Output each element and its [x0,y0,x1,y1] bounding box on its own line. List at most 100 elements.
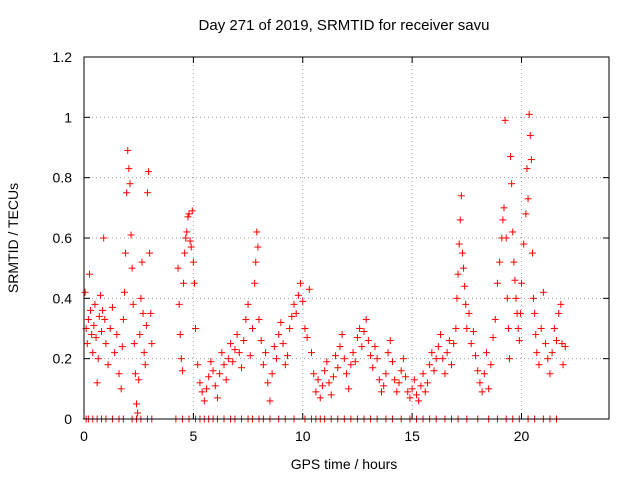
y-tick-label: 0.8 [53,170,73,186]
data-point [268,370,276,378]
data-point [314,376,322,384]
data-point [248,325,256,332]
data-point [257,337,265,345]
data-point [388,358,396,366]
data-point [305,285,313,293]
x-tick-label: 10 [295,428,311,444]
data-point [391,376,399,384]
data-point [126,180,134,188]
data-point [489,334,497,342]
data-point [502,234,510,242]
data-point [532,331,540,339]
data-point [222,376,230,384]
data-point [246,352,254,360]
data-point [478,388,486,396]
data-point [88,331,96,339]
data-point [297,279,305,287]
data-point [218,349,226,357]
data-point [135,376,143,384]
data-point [125,165,133,173]
data-point [460,264,468,272]
data-point [523,165,531,173]
data-point [408,385,416,393]
data-point [252,258,260,266]
data-point [437,331,445,339]
data-point [231,346,239,354]
data-point [175,300,183,308]
data-point [561,343,569,351]
data-point [454,270,462,278]
data-point [207,358,215,366]
data-point [402,373,410,381]
data-point [371,343,379,351]
data-point [428,349,436,357]
data-point [406,394,414,402]
data-point [500,204,508,212]
data-point [180,279,188,287]
data-point [198,388,206,396]
data-point [101,315,109,323]
data-point [133,400,140,408]
data-point [508,180,516,188]
data-point [83,340,91,348]
x-axis-label: GPS time / hours [291,456,398,472]
data-point [469,328,477,336]
data-point [367,352,375,360]
data-point [95,312,103,320]
data-point [279,340,287,348]
data-point [321,367,329,375]
data-point [510,258,518,266]
data-point [87,306,95,314]
data-point [262,349,270,357]
data-point [142,321,150,329]
data-point [353,334,361,342]
data-point [397,367,405,375]
data-point [544,355,552,363]
data-point [327,391,335,399]
data-point [108,303,116,311]
data-point [520,240,528,248]
data-point [557,300,565,308]
data-point [461,282,469,290]
data-point [96,291,104,299]
data-point [308,349,315,357]
data-point [255,315,263,323]
data-point [84,315,92,323]
data-point [266,397,274,405]
data-point [522,210,530,218]
data-point [340,355,348,363]
y-axis-label: SRMTID / TECUs [5,183,21,293]
data-point [196,379,204,387]
data-point [286,325,294,332]
data-point [244,300,252,308]
data-point [318,382,326,390]
data-point [200,397,208,405]
data-point [518,279,525,287]
data-point [546,370,554,378]
data-point [113,331,121,339]
data-point [192,325,200,332]
data-point [98,328,105,336]
data-point [533,349,541,357]
data-point [550,325,558,332]
data-point [233,331,241,339]
data-point [189,258,197,266]
data-point [301,325,309,332]
data-point [106,325,114,332]
data-point [147,309,155,317]
data-point [378,388,385,396]
data-point [143,189,151,197]
data-point [456,216,464,224]
data-point [455,240,463,248]
data-point [419,370,427,378]
x-tick-label: 15 [404,428,420,444]
data-point [294,291,302,299]
data-point [227,340,235,348]
data-point [430,367,438,375]
data-point [182,234,190,242]
grid-layer [84,57,609,419]
data-point [404,388,412,396]
data-point [553,337,560,345]
data-point [111,349,119,357]
